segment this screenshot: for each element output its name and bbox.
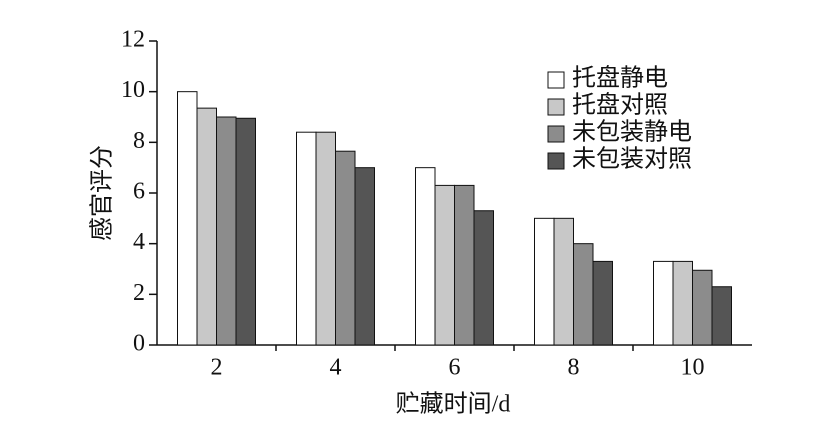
y-tick-label: 12 [121, 27, 145, 53]
bar [434, 184, 455, 346]
bar [534, 217, 555, 346]
legend-swatch [547, 125, 565, 143]
bar [592, 260, 613, 346]
bar [473, 210, 494, 346]
bar [454, 184, 475, 346]
bar [653, 260, 674, 346]
bar [415, 167, 436, 346]
legend-swatch [547, 98, 565, 116]
bar [692, 269, 713, 346]
legend-label: 未包装对照 [572, 146, 692, 173]
x-tick-label: 10 [681, 355, 705, 381]
x-tick-label: 2 [211, 355, 223, 381]
x-tick-label: 6 [449, 355, 461, 381]
bar [573, 243, 594, 346]
y-tick-label: 6 [133, 179, 145, 205]
y-axis-label: 感官评分 [89, 145, 116, 241]
legend-label: 托盘对照 [572, 92, 668, 119]
bar [672, 260, 693, 346]
y-tick-label: 10 [121, 77, 145, 103]
bar [177, 91, 198, 346]
legend-swatch [547, 71, 565, 89]
y-tick-label: 4 [133, 229, 145, 255]
bar [354, 167, 375, 346]
x-axis-label: 贮藏时间/d [396, 391, 511, 418]
x-tick-label: 8 [568, 355, 580, 381]
bar [235, 117, 256, 346]
bar [296, 131, 317, 346]
y-tick-label: 8 [133, 128, 145, 154]
bar [196, 107, 217, 346]
legend-label: 托盘静电 [572, 65, 668, 92]
legend-swatch [547, 152, 565, 170]
y-tick-label: 2 [133, 280, 145, 306]
bar [216, 116, 237, 346]
y-tick-label: 0 [133, 331, 145, 357]
bar [315, 131, 336, 346]
bar [335, 150, 356, 346]
x-tick-label: 4 [330, 355, 342, 381]
legend-label: 未包装静电 [572, 119, 692, 146]
bar [711, 286, 732, 346]
bar [553, 217, 574, 346]
